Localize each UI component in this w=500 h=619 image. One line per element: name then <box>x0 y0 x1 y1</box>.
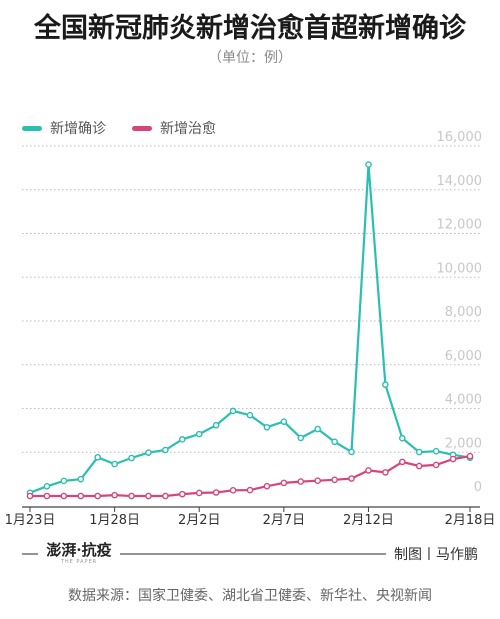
point-confirmed-10 <box>195 430 203 438</box>
point-confirmed-14 <box>263 423 271 431</box>
legend-item-confirmed: 新增确诊 <box>22 118 106 138</box>
point-confirmed-9 <box>179 436 186 443</box>
point-confirmed-15 <box>280 418 288 425</box>
point-confirmed-21 <box>382 381 389 388</box>
y-tick-label-12000: 12,000 <box>437 218 483 233</box>
point-cured-16 <box>297 478 305 485</box>
point-confirmed-2 <box>60 477 68 485</box>
point-confirmed-19 <box>348 448 355 456</box>
chart-title: 全国新冠肺炎新增治愈首超新增确诊 <box>34 13 466 44</box>
y-tick-label-0: 0 <box>474 480 482 495</box>
point-cured-10 <box>195 489 203 497</box>
y-tick-label-4000: 4,000 <box>445 393 482 408</box>
logo: 澎湃·抗疫 THE PAPER <box>38 541 120 565</box>
point-cured-17 <box>314 477 321 484</box>
y-tick-label-10000: 10,000 <box>437 261 483 276</box>
legend-swatch-cured <box>132 125 152 131</box>
x-tick-label-5: 1月28日 <box>89 513 140 528</box>
legend-label-cured: 新增治愈 <box>160 121 216 137</box>
point-cured-23 <box>415 462 423 470</box>
y-tick-label-6000: 6,000 <box>445 349 482 364</box>
point-cured-9 <box>179 490 186 498</box>
point-cured-3 <box>77 492 85 500</box>
point-confirmed-5 <box>111 460 118 468</box>
logo-text: 澎湃·抗疫 <box>46 541 112 559</box>
point-confirmed-17 <box>314 425 321 433</box>
point-confirmed-18 <box>331 438 338 446</box>
y-tick-label-14000: 14,000 <box>437 174 483 189</box>
point-cured-19 <box>348 475 355 482</box>
chart-credit: 制图丨马作鹏 <box>386 544 478 564</box>
point-confirmed-7 <box>145 449 152 456</box>
x-tick-label-0: 1月23日 <box>5 513 56 528</box>
x-tick-label-10: 2月2日 <box>178 513 221 528</box>
legend-swatch-confirmed <box>22 125 42 131</box>
y-tick-label-16000: 16,000 <box>437 130 483 145</box>
x-tick-label-26: 2月18日 <box>445 513 496 528</box>
point-confirmed-4 <box>94 453 101 461</box>
point-confirmed-8 <box>162 446 169 454</box>
chart-subtitle: （单位：例） <box>208 50 292 66</box>
point-cured-22 <box>399 458 406 466</box>
legend-item-cured: 新增治愈 <box>132 118 216 138</box>
x-tick-label-15: 2月7日 <box>263 513 306 528</box>
data-source: 数据来源：国家卫健委、湖北省卫健委、新华社、央视新闻 <box>68 588 432 604</box>
point-cured-14 <box>263 482 271 490</box>
point-cured-6 <box>128 492 135 500</box>
x-tick-label-20: 2月12日 <box>343 513 394 528</box>
point-confirmed-11 <box>212 421 220 429</box>
point-cured-11 <box>212 489 220 496</box>
point-cured-2 <box>60 492 68 500</box>
y-tick-label-8000: 8,000 <box>445 305 482 320</box>
point-cured-12 <box>229 487 237 494</box>
point-cured-1 <box>43 492 51 500</box>
point-confirmed-12 <box>229 407 237 415</box>
point-confirmed-16 <box>297 434 305 442</box>
point-cured-8 <box>162 492 169 500</box>
point-cured-13 <box>246 486 254 494</box>
logo-subtext: THE PAPER <box>60 559 98 565</box>
point-confirmed-6 <box>128 454 135 462</box>
point-confirmed-1 <box>43 482 51 490</box>
point-cured-26 <box>466 452 474 460</box>
point-confirmed-20 <box>365 161 372 168</box>
y-tick-label-2000: 2,000 <box>445 436 482 451</box>
point-confirmed-23 <box>415 448 423 456</box>
series-line-confirmed <box>29 163 471 494</box>
point-cured-7 <box>145 492 152 500</box>
point-cured-24 <box>432 461 440 469</box>
point-confirmed-24 <box>432 447 440 455</box>
point-cured-25 <box>449 455 457 463</box>
point-confirmed-22 <box>399 434 406 442</box>
point-confirmed-3 <box>77 475 85 483</box>
point-cured-0 <box>26 492 34 500</box>
point-cured-5 <box>111 491 118 499</box>
line-chart: 0 2,000 4,000 6,000 8,000 10,000 12,000 14,000 1… <box>5 130 496 528</box>
legend-label-confirmed: 新增确诊 <box>50 121 106 137</box>
point-cured-21 <box>382 469 389 476</box>
point-cured-15 <box>280 479 288 487</box>
point-cured-18 <box>331 476 338 484</box>
point-cured-20 <box>365 467 372 474</box>
point-confirmed-13 <box>246 411 254 419</box>
point-cured-4 <box>94 492 101 500</box>
legend: 新增确诊 新增治愈 <box>22 118 242 138</box>
